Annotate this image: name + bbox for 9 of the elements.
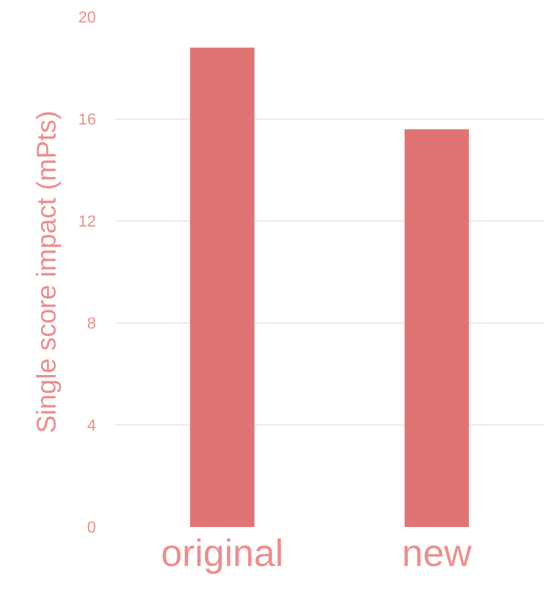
- y-tick-label: 0: [87, 520, 96, 537]
- y-tick-label: 12: [78, 214, 96, 231]
- y-tick-label: 8: [87, 316, 96, 333]
- y-tick-label: 20: [78, 10, 96, 27]
- y-axis-title: Single score impact (mPts): [31, 110, 62, 434]
- y-tick-label: 16: [78, 112, 96, 129]
- x-tick-label: original: [160, 533, 284, 575]
- x-tick-label: new: [402, 533, 472, 575]
- y-tick-label: 4: [87, 418, 96, 435]
